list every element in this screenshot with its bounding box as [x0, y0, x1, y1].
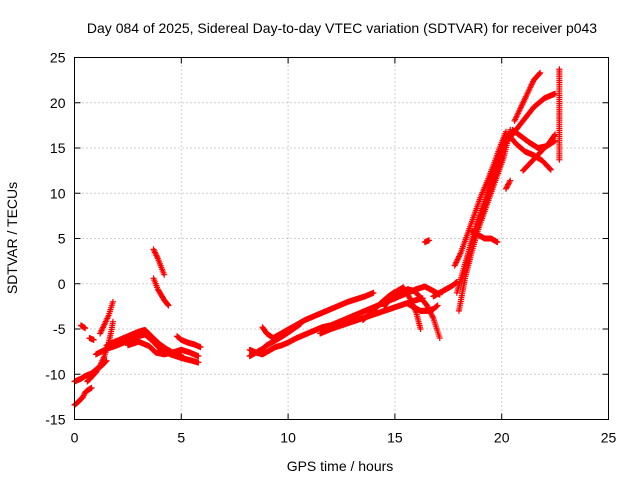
data-point [494, 239, 501, 246]
data-point [417, 326, 424, 332]
data-point [161, 271, 168, 278]
data-point [109, 318, 116, 325]
data-point [90, 336, 97, 343]
y-tick-label: -5 [53, 321, 66, 337]
series-trace-a [71, 384, 95, 409]
data-points [71, 66, 563, 409]
data-point [537, 69, 544, 76]
y-tick-label: 15 [50, 140, 66, 156]
data-point [433, 303, 440, 310]
series-trace-x [455, 126, 514, 314]
axis-ticks: 0 5 10 15 20 25 -15 -10 -5 0 5 10 15 20 25 [45, 50, 616, 446]
series-trace-j [150, 246, 168, 278]
series-trace-v [430, 278, 460, 300]
series-trace-ab [511, 69, 544, 124]
y-tick-label: 20 [50, 95, 66, 111]
data-point [453, 279, 460, 286]
data-point [556, 156, 563, 163]
series-trace-n [246, 283, 443, 358]
series-trace-o [259, 289, 377, 342]
series-trace-z [468, 228, 501, 246]
data-point [547, 166, 554, 173]
data-point [88, 384, 95, 391]
data-point [551, 132, 558, 139]
data-point [436, 335, 443, 342]
series-trace-k [150, 275, 172, 309]
series-trace-l [174, 333, 204, 351]
y-tick-label: 25 [50, 50, 66, 66]
data-point [547, 165, 554, 172]
y-axis-label: SDTVAR / TECUs [4, 182, 20, 294]
y-tick-label: -15 [45, 412, 65, 428]
chart-title: Day 084 of 2025, Sidereal Day-to-day VTE… [87, 20, 597, 36]
plot-frame [74, 57, 609, 420]
y-tick-label: 5 [58, 231, 66, 247]
x-tick-label: 5 [177, 430, 185, 446]
series-trace-i [124, 338, 202, 360]
x-tick-label: 10 [280, 430, 296, 446]
data-point [164, 301, 171, 308]
data-point [506, 178, 513, 185]
x-axis-label: GPS time / hours [287, 458, 394, 474]
series-trace-t [404, 300, 441, 314]
x-tick-label: 25 [601, 430, 617, 446]
data-point [426, 237, 433, 244]
data-point [197, 344, 204, 351]
series-trace-ag [556, 66, 563, 163]
x-tick-label: 15 [387, 430, 403, 446]
x-tick-label: 20 [494, 430, 510, 446]
data-point [434, 302, 441, 309]
series-trace-af [502, 177, 514, 192]
series-trace-u [421, 237, 433, 246]
data-point [195, 353, 202, 360]
data-point [178, 352, 185, 359]
data-point [165, 302, 172, 309]
data-point [536, 70, 543, 77]
series-trace-f [86, 335, 97, 343]
y-tick-label: 10 [50, 185, 66, 201]
data-point [370, 289, 377, 296]
series-trace-s [391, 286, 443, 342]
y-tick-label: -10 [45, 366, 65, 382]
series-trace-e [77, 322, 89, 332]
series-trace-d [97, 298, 116, 337]
data-point [507, 177, 514, 184]
data-point [109, 298, 116, 305]
y-tick-label: 0 [58, 276, 66, 292]
data-point [82, 325, 89, 332]
data-point [195, 359, 202, 366]
x-tick-label: 0 [71, 430, 79, 446]
